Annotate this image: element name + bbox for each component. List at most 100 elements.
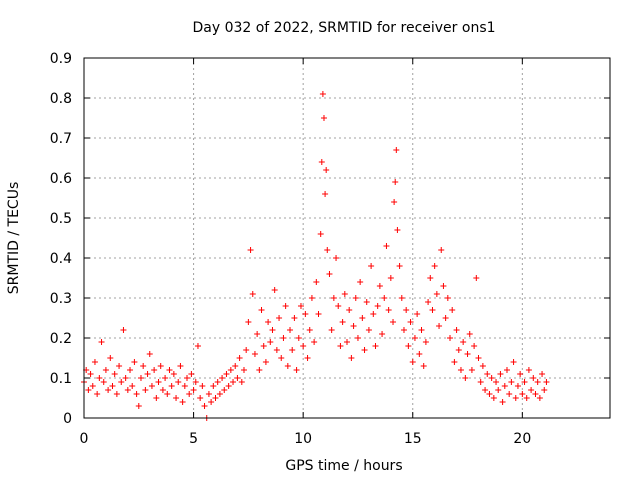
data-point [333,255,340,261]
data-point [453,327,460,333]
data-point [227,367,234,373]
data-point [214,379,221,385]
data-point [271,287,278,293]
data-point [387,275,394,281]
data-point [346,307,353,313]
data-point [344,339,350,345]
data-point [278,355,285,361]
data-point [471,343,478,349]
data-point [431,263,438,269]
data-point [258,307,265,313]
data-point [273,347,280,353]
data-point [409,359,416,365]
data-point [512,395,519,401]
data-point [414,311,421,317]
data-point [85,387,92,393]
data-point [269,327,276,333]
data-point [493,379,500,385]
axis-ticks: 0 0.1 0.2 0.3 0.4 0.5 0.6 0.7 0.8 0.9 0 5 10 15 20 [50,51,610,447]
y-tick-label: 0.7 [50,131,72,147]
data-point [319,91,326,97]
data-point [479,363,486,369]
data-point [543,379,550,385]
data-point [223,371,230,377]
x-tick-label: 10 [294,431,312,447]
data-point [251,351,258,357]
data-point [473,275,480,281]
x-tick-label: 5 [189,431,198,447]
data-point [212,395,219,401]
data-point [208,399,215,405]
x-axis-label: GPS time / hours [285,458,402,474]
data-point [91,359,98,365]
data-point [267,339,274,345]
data-point [306,327,313,333]
data-point [363,299,370,305]
y-axis-label: SRMTID / TECUs [6,182,22,295]
data-point [370,311,377,317]
data-point [157,363,164,369]
data-point [113,391,120,397]
data-point [464,351,471,357]
data-point [232,363,239,369]
data-point [148,383,155,389]
data-point [416,351,423,357]
data-point [425,299,432,305]
data-point [460,339,467,345]
data-point [422,339,429,345]
data-point [385,307,392,313]
data-point [177,363,184,369]
data-point [365,327,372,333]
data-point [501,383,508,389]
data-point [151,367,158,373]
data-point [118,379,125,385]
data-point [238,379,245,385]
data-point [89,383,96,389]
data-point [488,375,495,381]
data-point [508,379,515,385]
data-point [457,367,464,373]
data-point [326,271,333,277]
data-point [146,351,153,357]
data-point [144,371,151,377]
data-point [525,367,532,373]
data-point [300,343,307,349]
data-point [124,387,131,393]
data-point [394,227,401,233]
data-point [181,383,188,389]
data-point [475,355,482,361]
data-point [230,379,237,385]
data-point [262,359,269,365]
data-point [127,367,134,373]
data-point [339,319,346,325]
data-point [514,383,521,389]
data-point [243,347,250,353]
data-point [111,371,118,377]
y-tick-label: 0.3 [50,291,72,307]
data-point [240,367,247,373]
data-point [396,263,403,269]
data-point [484,371,491,377]
data-point [265,319,272,325]
data-point [497,371,504,377]
y-tick-label: 0.1 [50,371,72,387]
data-point [539,371,546,377]
data-point [216,391,223,397]
data-point [199,383,206,389]
data-point [523,395,530,401]
x-tick-label: 15 [404,431,422,447]
data-point [173,395,180,401]
data-point [137,375,144,381]
data-point [455,347,462,353]
data-point [302,311,309,317]
data-point [398,295,405,301]
data-point [140,363,147,369]
data-point [517,371,524,377]
data-point [374,303,381,309]
data-point [221,387,228,393]
data-point [168,383,175,389]
data-point [449,307,456,313]
data-point [100,379,107,385]
data-point [447,335,454,341]
data-point [532,391,539,397]
